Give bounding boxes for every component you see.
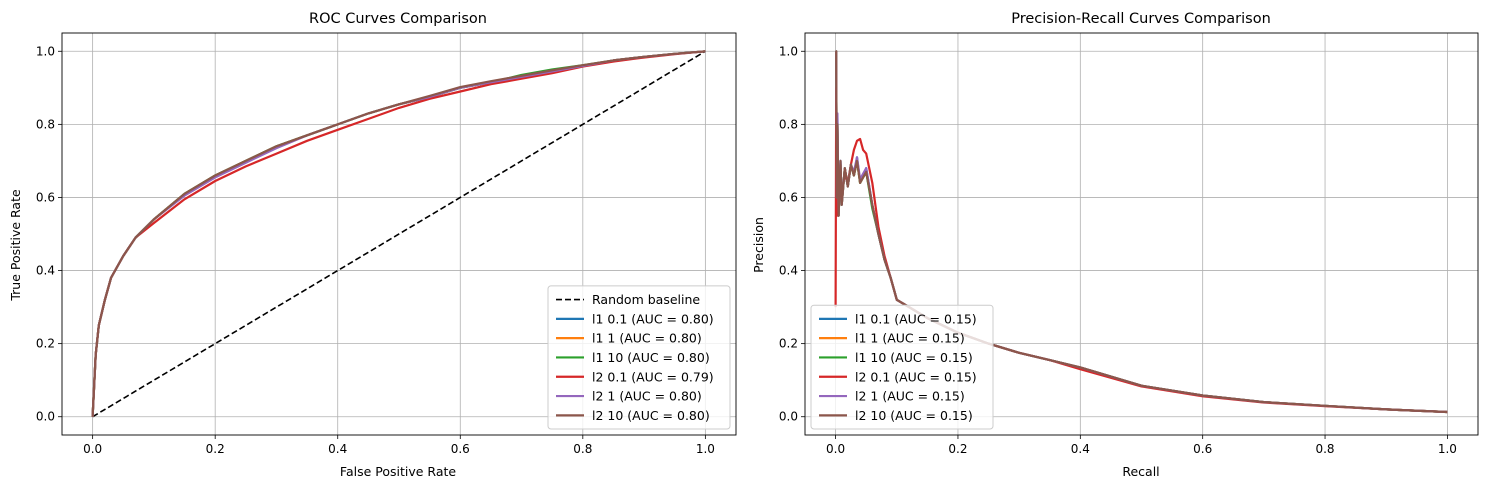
pr-axes-frame <box>804 32 1479 436</box>
pr-xlabel: Recall <box>1122 464 1159 479</box>
pr-ytick-label: 0.0 <box>779 410 798 424</box>
pr-xtick-label: 0.2 <box>948 442 967 456</box>
roc-legend-label: Random baseline <box>592 292 700 307</box>
roc-baseline-line <box>92 50 706 418</box>
roc-legend-label: l2 10 (AUC = 0.80) <box>592 408 710 423</box>
pr-ytick-label: 0.6 <box>779 190 798 204</box>
pr-ytick-label: 0.8 <box>779 117 798 131</box>
pr-ytick-label: 0.4 <box>779 264 798 278</box>
pr-xtick-label: 0.4 <box>1071 442 1090 456</box>
roc-xtick-label: 0.0 <box>83 442 102 456</box>
roc-ytick-label: 1.0 <box>36 44 55 58</box>
pr-legend-label: l1 0.1 (AUC = 0.15) <box>855 311 977 326</box>
roc-xlabel: False Positive Rate <box>340 464 456 479</box>
roc-title: ROC Curves Comparison <box>309 11 487 27</box>
roc-ytick-label: 0.4 <box>36 264 55 278</box>
roc-xtick-label: 0.6 <box>451 442 470 456</box>
roc-xtick-label: 1.0 <box>696 442 715 456</box>
pr-legend-label: l1 10 (AUC = 0.15) <box>855 350 973 365</box>
pr-series-line-5 <box>835 50 1448 414</box>
roc-legend-label: l1 1 (AUC = 0.80) <box>592 331 702 346</box>
pr-legend-label: l2 0.1 (AUC = 0.15) <box>855 369 977 384</box>
roc-ylabel: True Positive Rate <box>8 189 23 302</box>
roc-ytick-label: 0.6 <box>36 190 55 204</box>
roc-legend-label: l2 0.1 (AUC = 0.79) <box>592 369 714 384</box>
pr-xtick-label: 0.6 <box>1193 442 1212 456</box>
pr-ytick-label: 1.0 <box>779 44 798 58</box>
roc-ytick-label: 0.0 <box>36 410 55 424</box>
roc-legend <box>547 285 731 430</box>
roc-xtick-label: 0.4 <box>328 442 347 456</box>
pr-legend-label: l2 1 (AUC = 0.15) <box>855 389 965 404</box>
roc-legend-label: l2 1 (AUC = 0.80) <box>592 389 702 404</box>
pr-xtick-label: 0.0 <box>826 442 845 456</box>
roc-legend-label: l1 0.1 (AUC = 0.80) <box>592 311 714 326</box>
roc-series-line-5 <box>91 50 706 417</box>
roc-xtick-label: 0.8 <box>573 442 592 456</box>
pr-xtick-label: 0.8 <box>1315 442 1334 456</box>
roc-xtick-label: 0.2 <box>206 442 225 456</box>
pr-xtick-label: 1.0 <box>1438 442 1457 456</box>
roc-ytick-label: 0.8 <box>36 117 55 131</box>
pr-title: Precision-Recall Curves Comparison <box>1011 11 1271 27</box>
roc-ytick-label: 0.2 <box>36 337 55 351</box>
pr-legend-label: l2 10 (AUC = 0.15) <box>855 408 973 423</box>
pr-ytick-label: 0.2 <box>779 337 798 351</box>
roc-panel: ROC Curves Comparison False Positive Rat… <box>8 11 737 479</box>
roc-legend-label: l1 10 (AUC = 0.80) <box>592 350 710 365</box>
pr-legend <box>810 304 994 430</box>
roc-axes-frame <box>61 32 737 436</box>
pr-legend-label: l1 1 (AUC = 0.15) <box>855 331 965 346</box>
pr-ylabel: Precision <box>751 217 766 273</box>
pr-panel: Precision-Recall Curves Comparison Recal… <box>751 11 1479 479</box>
